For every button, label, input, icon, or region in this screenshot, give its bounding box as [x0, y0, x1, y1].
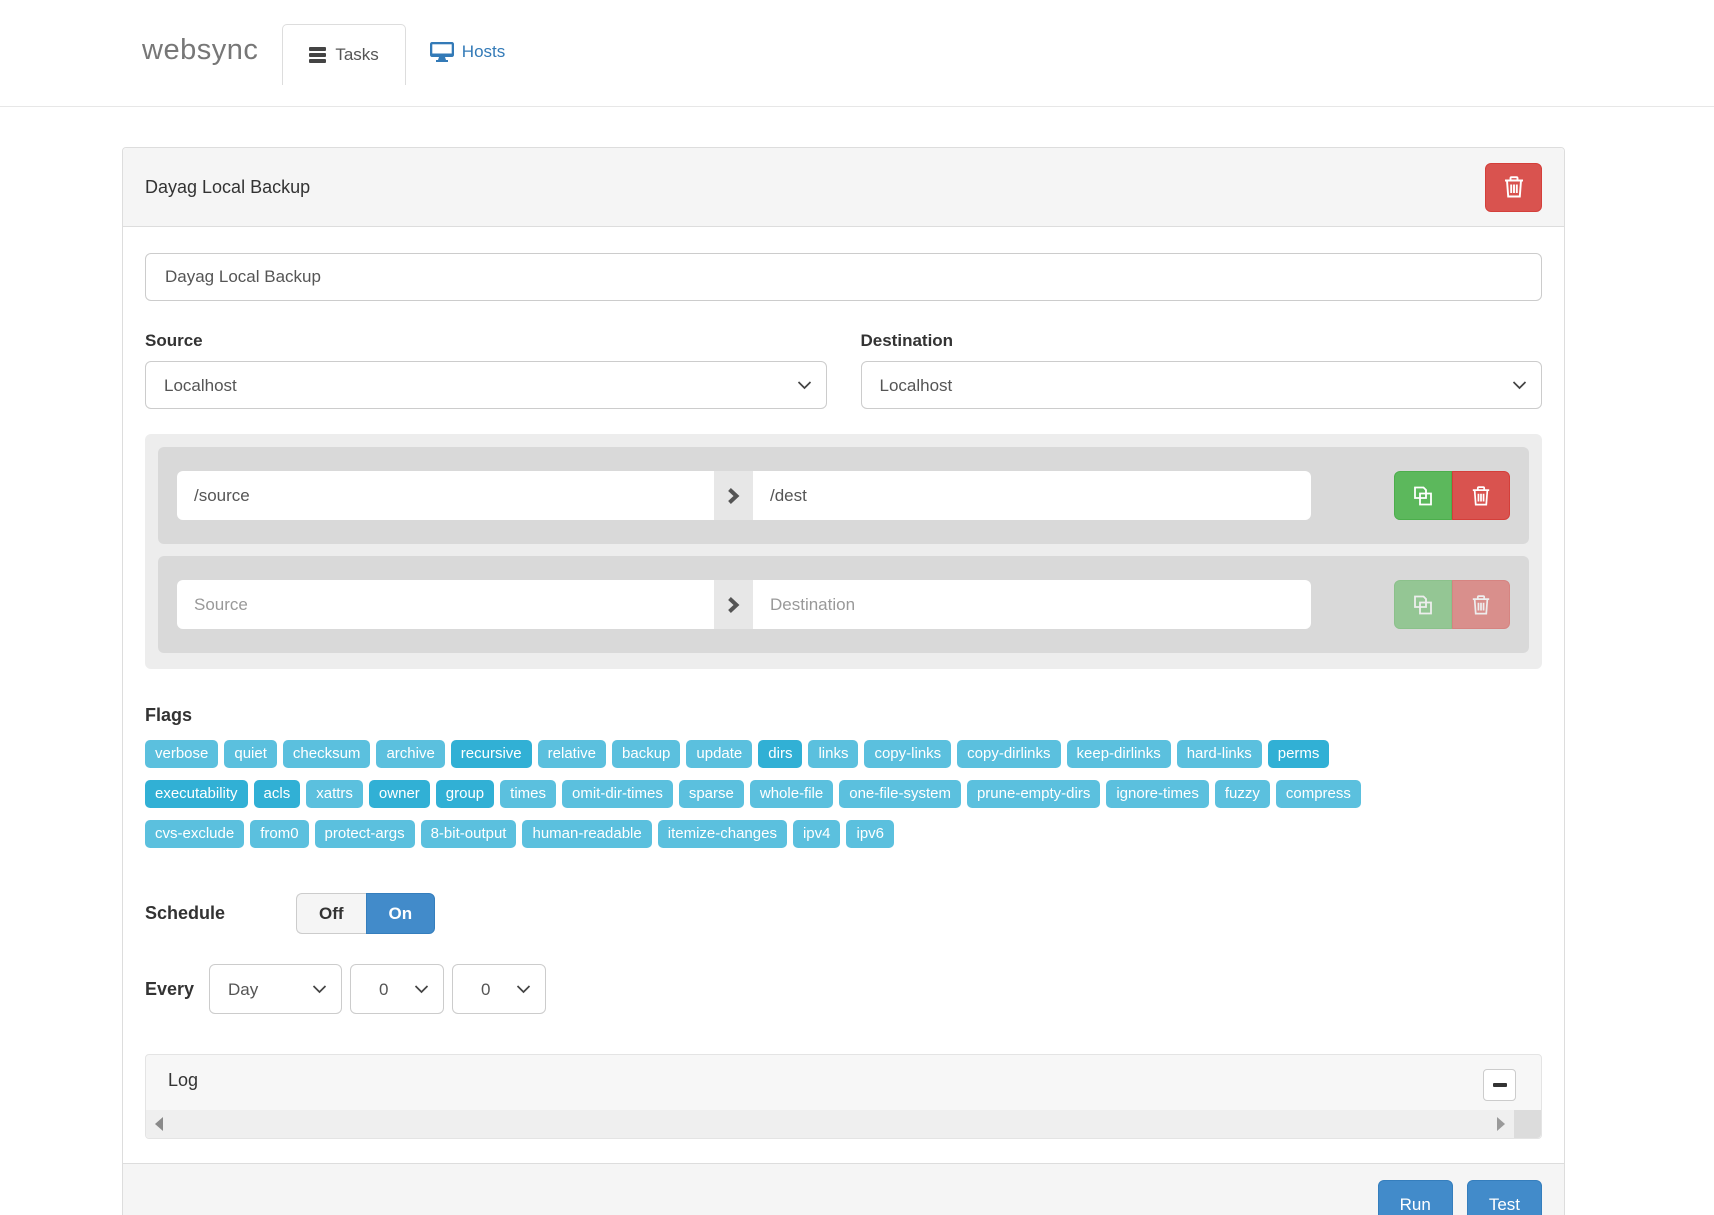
scroll-left-arrow[interactable] — [155, 1117, 163, 1131]
tasks-icon — [309, 47, 327, 63]
trash-icon — [1503, 175, 1525, 199]
path-row — [158, 447, 1529, 544]
flag-ignore-times[interactable]: ignore-times — [1106, 780, 1209, 808]
flag-keep-dirlinks[interactable]: keep-dirlinks — [1066, 740, 1171, 768]
flag-quiet[interactable]: quiet — [224, 740, 277, 768]
path-source-input[interactable] — [177, 471, 714, 520]
app-brand: websync — [142, 34, 259, 66]
source-label: Source — [145, 331, 203, 350]
log-scrollbar — [146, 1110, 1541, 1138]
run-button[interactable]: Run — [1377, 1180, 1453, 1215]
flag-cvs-exclude[interactable]: cvs-exclude — [145, 820, 245, 848]
flag-group[interactable]: group — [435, 780, 495, 808]
hosts-icon — [429, 42, 454, 62]
schedule-off-button[interactable]: Off — [296, 893, 366, 934]
delete-path-button[interactable] — [1452, 580, 1510, 629]
flag-ipv6[interactable]: ipv6 — [846, 820, 895, 848]
every-unit-select[interactable]: Day — [209, 964, 342, 1014]
flag-acls[interactable]: acls — [253, 780, 301, 808]
delete-path-button[interactable] — [1452, 471, 1510, 520]
destination-label: Destination — [860, 331, 954, 350]
top-navbar: websync Tasks Hosts — [0, 0, 1714, 107]
flags-rows: verbose quiet checksum archive recursive rela… — [145, 740, 1542, 848]
flag-verbose[interactable]: verbose — [145, 740, 219, 768]
task-name-input[interactable] — [145, 253, 1542, 301]
flag-archive[interactable]: archive — [376, 740, 445, 768]
every-minute-select[interactable]: 0 — [452, 964, 546, 1014]
log-panel: Log — [145, 1054, 1542, 1139]
flags-label: Flags — [145, 705, 193, 725]
arrow-right-icon — [714, 580, 753, 629]
trash-icon — [1471, 485, 1491, 507]
flag-update[interactable]: update — [686, 740, 753, 768]
flag-dirs[interactable]: dirs — [758, 740, 803, 768]
flag-links[interactable]: links — [808, 740, 859, 768]
every-label: Every — [145, 978, 195, 999]
path-dest-input[interactable] — [753, 580, 1311, 629]
flag-copy-links[interactable]: copy-links — [864, 740, 952, 768]
schedule-on-button[interactable]: On — [365, 893, 436, 934]
schedule-label: Schedule — [145, 903, 226, 923]
collapse-log-button[interactable] — [1483, 1069, 1516, 1101]
flag-backup[interactable]: backup — [612, 740, 681, 768]
tab-tasks-label: Tasks — [335, 45, 379, 64]
flag-owner[interactable]: owner — [368, 780, 430, 808]
task-title: Dayag Local Backup — [145, 176, 311, 197]
copy-icon — [1412, 485, 1434, 507]
tab-tasks[interactable]: Tasks — [282, 24, 406, 85]
flag-copy-dirlinks[interactable]: copy-dirlinks — [957, 740, 1061, 768]
flag-whole-file[interactable]: whole-file — [749, 780, 834, 808]
path-source-input[interactable] — [177, 580, 714, 629]
path-dest-input[interactable] — [753, 471, 1311, 520]
flag-hard-links[interactable]: hard-links — [1176, 740, 1262, 768]
flag-relative[interactable]: relative — [537, 740, 607, 768]
source-host-select[interactable]: Localhost — [145, 361, 827, 409]
nav-hosts-label: Hosts — [461, 42, 506, 61]
flag-compress[interactable]: compress — [1275, 780, 1361, 808]
scroll-thumb[interactable] — [1514, 1110, 1541, 1138]
flag-fuzzy[interactable]: fuzzy — [1214, 780, 1270, 808]
flag-times[interactable]: times — [500, 780, 556, 808]
arrow-right-icon — [714, 471, 753, 520]
delete-task-button[interactable] — [1485, 162, 1542, 212]
flag-recursive[interactable]: recursive — [450, 740, 532, 768]
paths-box — [145, 434, 1542, 669]
flag-checksum[interactable]: checksum — [282, 740, 371, 768]
task-panel-body: Source Localhost Destination Lo — [123, 227, 1564, 1163]
flag-human-readable[interactable]: human-readable — [522, 820, 652, 848]
minus-icon — [1492, 1083, 1507, 1087]
flag-one-file-system[interactable]: one-file-system — [839, 780, 961, 808]
flag-perms[interactable]: perms — [1267, 740, 1330, 768]
test-button[interactable]: Test — [1466, 1180, 1542, 1215]
flag-protect-args[interactable]: protect-args — [314, 820, 415, 848]
task-panel: Dayag Local Backup Source Localhost — [122, 147, 1565, 1215]
flag-sparse[interactable]: sparse — [678, 780, 744, 808]
destination-host-select[interactable]: Localhost — [860, 361, 1542, 409]
flag-xattrs[interactable]: xattrs — [306, 780, 363, 808]
flag-ipv4[interactable]: ipv4 — [792, 820, 841, 848]
flag-itemize-changes[interactable]: itemize-changes — [657, 820, 787, 848]
nav-hosts[interactable]: Hosts — [429, 42, 506, 62]
flag-prune-empty-dirs[interactable]: prune-empty-dirs — [966, 780, 1101, 808]
flag-executability[interactable]: executability — [145, 780, 248, 808]
path-row — [158, 556, 1529, 653]
flag-8-bit-output[interactable]: 8-bit-output — [420, 820, 517, 848]
trash-icon — [1471, 594, 1491, 616]
every-hour-select[interactable]: 0 — [350, 964, 444, 1014]
task-panel-header: Dayag Local Backup — [123, 148, 1564, 227]
scroll-right-arrow[interactable] — [1497, 1117, 1505, 1131]
schedule-toggle: Off On — [296, 893, 436, 934]
duplicate-path-button[interactable] — [1394, 580, 1452, 629]
task-panel-footer: Run Test — [123, 1163, 1564, 1215]
copy-icon — [1412, 594, 1434, 616]
duplicate-path-button[interactable] — [1394, 471, 1452, 520]
flag-omit-dir-times[interactable]: omit-dir-times — [562, 780, 673, 808]
flag-from0[interactable]: from0 — [250, 820, 309, 848]
log-title: Log — [168, 1070, 199, 1090]
